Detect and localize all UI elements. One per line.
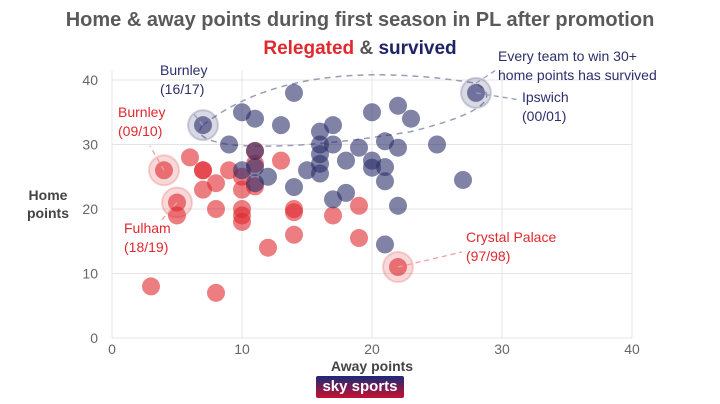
survived-point — [376, 172, 394, 191]
survived-point — [376, 235, 394, 254]
annotation-label: (00/01) — [522, 108, 566, 124]
y-tick-label: 40 — [82, 72, 98, 88]
chart-title: Home & away points during first season i… — [65, 9, 655, 31]
x-tick-label: 40 — [624, 341, 640, 357]
survived-point — [337, 183, 355, 202]
survived-point — [402, 109, 420, 128]
survived-point — [350, 138, 368, 157]
annotation-label: (97/98) — [466, 248, 510, 264]
relegated-point — [324, 206, 342, 225]
relegated-point — [207, 174, 225, 193]
relegated-point — [350, 196, 368, 215]
relegated-point — [285, 200, 303, 218]
survived-point — [389, 196, 407, 215]
survived-point — [376, 158, 394, 177]
annotation-label: Crystal Palace — [466, 229, 556, 245]
survived-point — [246, 109, 264, 128]
survived-point — [363, 103, 381, 122]
annotation-leader — [475, 69, 497, 84]
survived-point — [311, 122, 329, 141]
survived-point — [285, 83, 303, 102]
annotation-label: (18/19) — [124, 239, 168, 255]
relegated-point — [207, 200, 225, 218]
annotation-leader — [149, 145, 165, 171]
survived-point — [428, 135, 446, 154]
annotation-label: Burnley — [160, 62, 207, 78]
relegated-point — [350, 229, 368, 248]
x-tick-label: 10 — [234, 341, 250, 357]
legend-relegated: Relegated — [263, 38, 355, 59]
sky-sports-logo: sky sports — [316, 376, 404, 398]
y-axis-label: points — [27, 205, 69, 221]
y-tick-label: 30 — [82, 137, 98, 153]
x-tick-label: 0 — [108, 341, 116, 357]
survived-point — [311, 164, 329, 183]
survived-point — [220, 135, 238, 154]
y-axis-label: Home — [29, 187, 68, 203]
legend-survived: survived — [378, 38, 457, 59]
relegated-point — [194, 161, 212, 180]
x-axis-label: Away points — [331, 358, 413, 374]
annotation-leader — [475, 92, 521, 101]
legend-amp: & — [359, 38, 374, 59]
survived-point — [246, 158, 264, 177]
relegated-point — [259, 238, 277, 257]
survived-point — [324, 135, 342, 154]
chart-subtitle: Relegated & survived — [0, 38, 720, 60]
survived-point — [363, 158, 381, 177]
relegated-point — [207, 283, 225, 302]
annotation-leader — [191, 111, 204, 126]
annotation-label: Fulham — [124, 220, 171, 236]
annotation-label: Every team to win 30+ — [498, 48, 637, 64]
survived-point — [454, 170, 472, 189]
survived-point — [285, 178, 303, 197]
x-tick-label: 30 — [494, 341, 510, 357]
survived-point — [337, 151, 355, 170]
annotation-leader — [159, 202, 178, 223]
threshold-ellipse — [199, 74, 488, 147]
relegated-point — [233, 212, 251, 231]
annotation-label: Burnley — [118, 104, 165, 120]
annotation-label: Ipswich — [522, 89, 569, 105]
annotation-label: (09/10) — [118, 123, 162, 139]
x-tick-label: 20 — [364, 341, 380, 357]
y-tick-label: 0 — [90, 330, 98, 346]
survived-point — [246, 174, 264, 193]
annotation-label: (16/17) — [160, 81, 204, 97]
annotation-leader — [397, 251, 463, 268]
survived-point — [246, 141, 264, 160]
relegated-point — [181, 148, 199, 167]
annotation-label: home points has survived — [498, 67, 657, 83]
relegated-point — [168, 206, 186, 225]
survived-point — [389, 138, 407, 157]
survived-point — [389, 96, 407, 115]
y-tick-label: 20 — [82, 201, 98, 217]
survived-point — [272, 116, 290, 135]
relegated-point — [285, 225, 303, 244]
y-tick-label: 10 — [82, 266, 98, 282]
relegated-point — [142, 277, 160, 296]
relegated-point — [272, 151, 290, 170]
